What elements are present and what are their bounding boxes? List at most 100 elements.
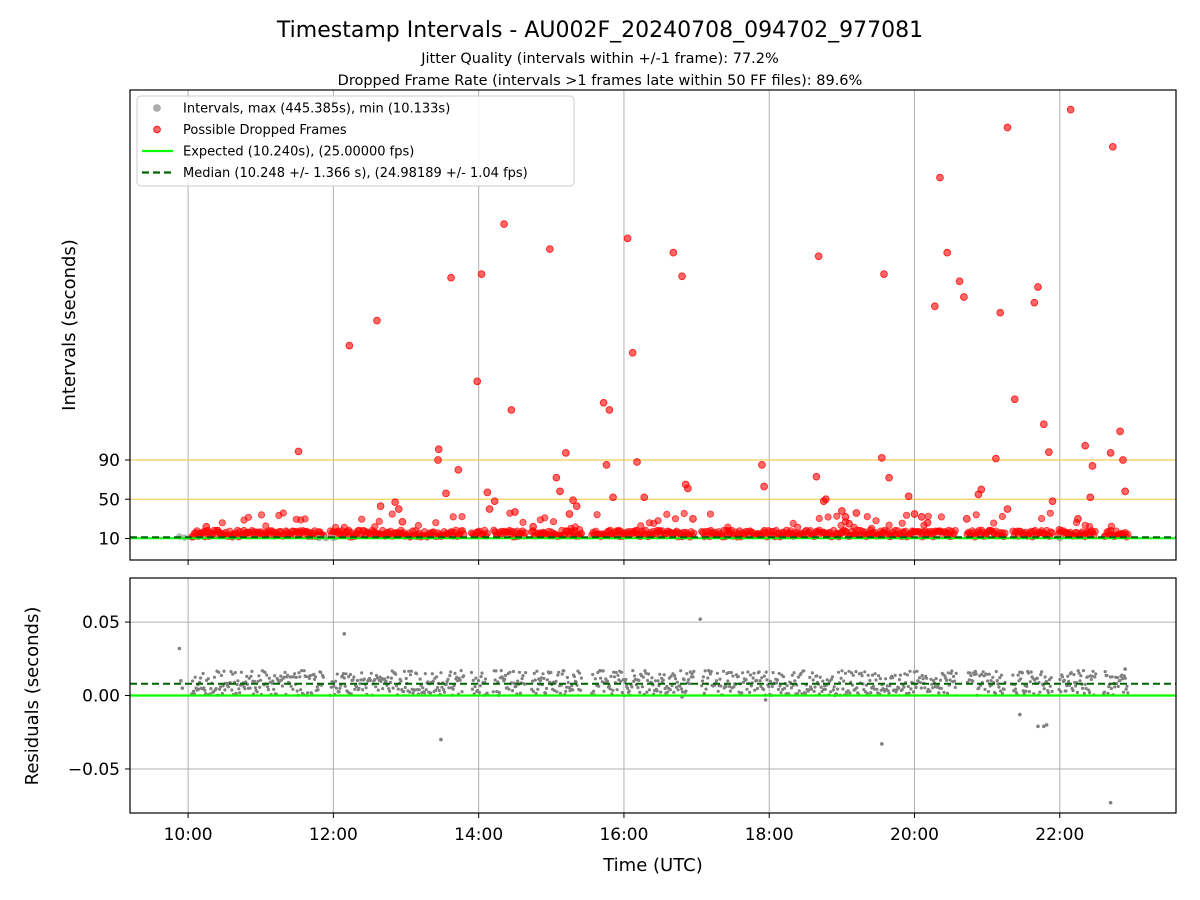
residual-point [891, 676, 895, 680]
residual-point [627, 689, 631, 693]
legend-marker-0 [153, 104, 161, 112]
residual-point [930, 682, 934, 686]
residual-point [255, 690, 259, 694]
residual-point [1078, 679, 1082, 683]
residual-point [539, 676, 543, 680]
intervals-panel: 10 50 90 Intervals (seconds) Intervals, ma… [59, 89, 1177, 565]
dropped-frame-point [793, 523, 802, 531]
dropped-frame-outlier-74 [1039, 420, 1048, 429]
residual-point [329, 685, 333, 689]
residual-point [983, 687, 987, 692]
dropped-frame-point [1086, 522, 1094, 531]
residual-point [636, 686, 640, 690]
dropped-frame-point [606, 526, 614, 534]
residual-point [812, 689, 816, 694]
dropped-frame-outlier-23 [552, 473, 561, 482]
residual-point [353, 687, 357, 691]
residual-point [448, 674, 452, 678]
residual-point [497, 690, 501, 695]
residual-point [541, 672, 545, 676]
residual-outlier-14 [1123, 667, 1127, 671]
residual-point [942, 690, 946, 695]
residual-point [736, 675, 740, 679]
dropped-frame-outlier-42 [758, 461, 766, 469]
residual-point [977, 686, 981, 690]
residual-point [248, 686, 252, 690]
residual-point [691, 675, 695, 679]
residual-point [1059, 690, 1063, 694]
residual-point [682, 678, 686, 682]
residual-point [600, 680, 604, 684]
residual-point [641, 675, 645, 679]
residual-point [273, 674, 277, 678]
residual-point [1103, 670, 1107, 674]
residual-point [872, 687, 876, 691]
residual-outlier-11 [1041, 724, 1046, 729]
dropped-frame-outlier-70 [1010, 395, 1019, 404]
residual-point [969, 674, 973, 678]
dropped-frame-outlier-29 [599, 398, 608, 407]
residual-point [863, 670, 867, 674]
residual-point [915, 669, 919, 673]
residual-point [1110, 675, 1114, 679]
residual-point [238, 691, 242, 695]
dropped-frame-point [244, 513, 252, 521]
residual-point [939, 686, 944, 690]
intervals-panel-frame [129, 89, 1177, 561]
residual-point [991, 675, 995, 679]
dropped-frame-point [833, 512, 841, 520]
residual-point [250, 669, 254, 674]
residual-point [855, 686, 859, 690]
dropped-frame-outlier-34 [628, 348, 637, 357]
residual-point [815, 674, 819, 678]
residual-point [644, 671, 648, 675]
residual-point [608, 687, 612, 691]
residual-point [1060, 675, 1065, 679]
residual-point [937, 691, 941, 695]
residual-point [496, 680, 500, 684]
residual-point [1013, 687, 1018, 691]
residual-point [374, 673, 379, 678]
residual-point [981, 670, 985, 674]
residual-point [811, 678, 815, 682]
residual-point [510, 689, 515, 693]
residual-point [376, 688, 380, 692]
chart-subtitle-1: Jitter Quality (intervals within +/-1 fr… [420, 51, 779, 67]
residual-point [998, 676, 1002, 680]
dropped-frame-outlier-0 [202, 522, 211, 531]
residual-point [592, 689, 596, 693]
residual-point [1082, 691, 1086, 696]
residual-point [666, 690, 670, 694]
residual-point [222, 669, 226, 673]
dropped-frame-outlier-83 [1108, 142, 1117, 151]
dropped-frame-point [483, 529, 491, 538]
dropped-frame-point [615, 526, 623, 534]
residual-point [421, 686, 425, 690]
residual-point [440, 685, 444, 689]
residual-point [306, 691, 310, 695]
residual-point [294, 675, 298, 680]
residual-point [771, 671, 775, 675]
dropped-frame-point [549, 518, 558, 526]
residual-point [319, 670, 323, 675]
dropped-frame-point [663, 510, 671, 519]
residual-point [637, 678, 641, 683]
residual-point [503, 677, 507, 681]
residual-point [313, 675, 318, 679]
residual-point [217, 670, 221, 675]
residual-point [646, 678, 650, 683]
x-axis-label: Time (UTC) [602, 855, 703, 876]
residual-point [632, 674, 637, 678]
residual-point [283, 670, 287, 675]
residual-point [949, 671, 953, 676]
dropped-frame-point [371, 523, 379, 531]
legend: Intervals, max (445.385s), min (10.133s)… [136, 95, 575, 187]
residual-point [358, 682, 362, 686]
residual-point [830, 675, 835, 679]
residual-point [1122, 690, 1126, 694]
dropped-frame-outlier-53 [880, 270, 888, 278]
dropped-frame-outlier-7 [398, 517, 407, 526]
residual-point [557, 670, 561, 674]
residual-point [235, 682, 239, 687]
residual-point [953, 685, 957, 690]
